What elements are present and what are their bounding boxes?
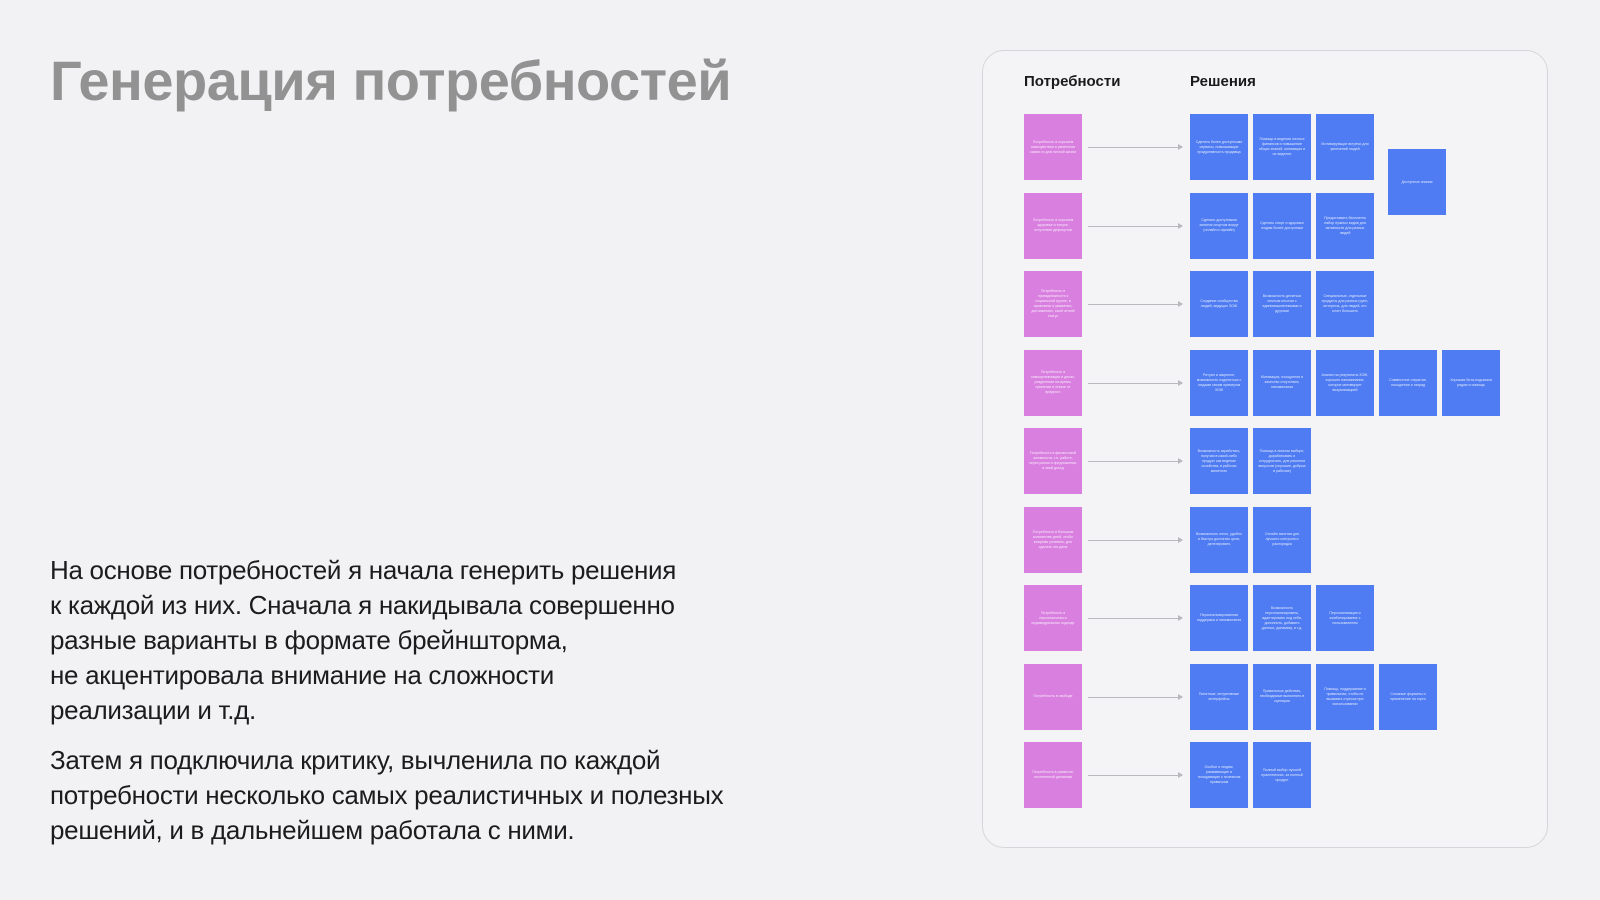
text-line: к каждой из них. Сначала я накидывала со… — [50, 590, 675, 620]
connector-arrow — [1088, 615, 1183, 621]
need-card: Потребность в развитии, постепенной дина… — [1024, 742, 1082, 808]
solution-card: Помощь, поддержание и правильная, чтобы … — [1316, 663, 1374, 730]
text-line: решений, и в дальнейшем работала с ними. — [50, 815, 575, 845]
solution-card: Мотивирующие встречи для увлечений людей — [1316, 114, 1374, 180]
solution-card: Предоставить бесплатно набор нужных видо… — [1316, 192, 1374, 259]
page-title: Генерация потребностей — [50, 49, 732, 112]
solution-card: Сложные форматы и применение на торги — [1379, 663, 1437, 730]
needs-solutions-board: Потребности Решения Доступные знания Пот… — [982, 50, 1548, 848]
connector-arrow — [1088, 379, 1183, 386]
connector-arrow — [1088, 222, 1183, 229]
need-card: Потребность в большом количестве дней, ч… — [1024, 506, 1082, 573]
solution-card-extra: Доступные знания — [1388, 149, 1446, 215]
text-line: потребности несколько самых реалистичных… — [50, 780, 724, 810]
solution-card: Создание сообщества людей, ведущих ЗОЖ — [1190, 271, 1248, 337]
solution-card: Ритуал и закрепле, возможность поделитьс… — [1190, 349, 1248, 416]
need-card: Потребность в хорошем самочувствии и увл… — [1024, 114, 1082, 180]
connector-arrow — [1088, 693, 1183, 700]
need-card: Потребность в хорошем здоровье и тонусе,… — [1024, 192, 1082, 259]
text-line: не акцентировала внимание на сложности — [50, 660, 554, 690]
solution-card: Сделать доступными занятия спортом вокру… — [1190, 192, 1248, 259]
connector-arrow — [1088, 536, 1183, 543]
solution-card: Специальные, отдельные продукты для разн… — [1316, 271, 1374, 337]
connector-arrow — [1088, 144, 1183, 150]
text-line: разные варианты в формате брейншторма, — [50, 625, 568, 655]
text-line: На основе потребностей я начала генерить… — [50, 555, 677, 585]
solution-card: Персонализация и комбинирование с пользо… — [1316, 585, 1374, 651]
solution-card: Персонализированная поддержка и напомина… — [1190, 585, 1248, 651]
solution-card: Особое и людям, развивающие и поощряющие… — [1190, 742, 1248, 808]
need-card: Потребность в свободе — [1024, 663, 1082, 730]
need-card: Потребность в самоорганизации и делах, р… — [1024, 349, 1082, 416]
solution-card: Совместное открытие, поощрения и наград — [1379, 349, 1437, 416]
solution-card: Сделать более доступными сервисы, повыша… — [1190, 114, 1248, 180]
solution-card: Анализ на результаты ЗОЖ, хорошее напоми… — [1316, 349, 1374, 416]
text-line: реализации и т.д. — [50, 695, 256, 725]
description: На основе потребностей я начала генерить… — [50, 553, 830, 863]
connector-arrow — [1088, 772, 1183, 778]
needs-column-header: Потребности — [1024, 73, 1121, 90]
solutions-column-header: Решения — [1190, 73, 1256, 90]
solution-card: Онлайн занятия для лучшего контроля и ра… — [1253, 506, 1311, 573]
need-card: Потребность в финансовой активности, т.е… — [1024, 428, 1082, 494]
solution-card: Помощь в личном выборе, дорабатывать и с… — [1253, 428, 1311, 494]
solution-card: Полный выбор лучшей практических, за пол… — [1253, 742, 1311, 808]
solution-card: Сделать спорт и здоровье людям более дос… — [1253, 192, 1311, 259]
text-line: Затем я подключила критику, вычленила по… — [50, 745, 661, 775]
solution-card: Возможность делиться личным опытом с еди… — [1253, 271, 1311, 337]
solution-card: Правильные действия, необходимые выполня… — [1253, 663, 1311, 730]
description-paragraph-2: Затем я подключила критику, вычленила по… — [50, 743, 830, 848]
solution-card: Помощь в ведении личных финансов и повыш… — [1253, 114, 1311, 180]
need-card: Потребность в принадлежности к социально… — [1024, 271, 1082, 337]
solution-card: Возможность заработать, получая в какой-… — [1190, 428, 1248, 494]
solution-card: Возможность персонализировать, адаптиров… — [1253, 585, 1311, 651]
need-card: Потребность в персональном и индивидуаль… — [1024, 585, 1082, 651]
solution-card: Понятные, интуитивные интерфейсы — [1190, 663, 1248, 730]
solution-card: Возможность легко, удобно и быстро дости… — [1190, 506, 1248, 573]
connector-arrow — [1088, 301, 1183, 307]
solution-card: Хорошая бота-подсказка рядом и помощь — [1442, 349, 1500, 416]
connector-arrow — [1088, 458, 1183, 464]
description-paragraph-1: На основе потребностей я начала генерить… — [50, 553, 830, 728]
solution-card: Мотивация, поощрения и качество отсутств… — [1253, 349, 1311, 416]
